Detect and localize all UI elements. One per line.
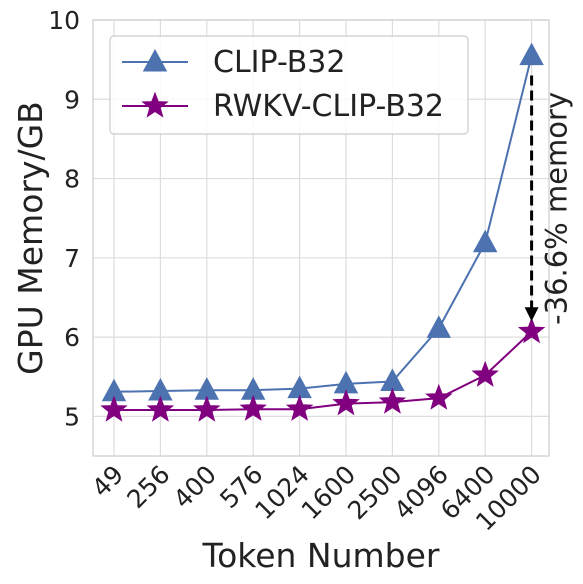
annotation-layer: -36.6% memory [524,75,574,325]
legend: CLIP-B32 RWKV-CLIP-B32 [109,35,469,135]
x-tick-label: 1024 [249,460,314,525]
x-axis-title: Token Number [202,536,440,575]
y-tick-labels: 5 6 7 8 9 10 [48,6,80,431]
data-point-star [100,395,128,422]
data-point-star [471,360,499,387]
y-tick-label: 6 [64,323,80,352]
data-point-triangle [426,315,452,338]
y-tick-label: 5 [64,402,80,431]
y-tick-label: 9 [64,85,80,114]
series-line [114,330,533,412]
series-rwkv-clip [100,317,546,422]
legend-frame [109,35,469,135]
x-tick-label: 400 [168,460,222,514]
x-tick-label: 4096 [389,460,454,525]
x-tick-label: 49 [86,460,129,503]
legend-label-clip: CLIP-B32 [213,45,345,80]
legend-label-rwkv: RWKV-CLIP-B32 [213,89,444,124]
series-layer [100,42,546,422]
data-point-star [517,317,546,344]
annotation-label: -36.6% memory [540,92,574,325]
x-tick-label: 1600 [296,460,361,525]
y-tick-label: 7 [64,244,80,273]
data-point-star [193,395,221,422]
data-point-triangle [519,42,544,66]
x-tick-label: 256 [121,460,175,514]
legend-marker-triangle [142,48,168,72]
annotation-arrow-head [524,307,539,322]
series-line [113,55,533,393]
data-point-star [239,394,267,421]
data-point-star [146,395,175,422]
data-point-triangle [472,229,498,253]
y-tick-label: 10 [48,6,80,35]
legend-marker-star [141,91,169,118]
plot-area-frame [92,19,550,457]
data-point-star [425,383,453,410]
data-point-star [378,387,407,414]
y-axis-title: GPU Memory/GB [11,101,50,375]
x-tick-label: 2500 [342,460,407,525]
data-point-star [285,394,314,421]
y-tick-label: 8 [64,165,80,194]
data-point-star [332,389,360,416]
series-clip [101,42,544,402]
